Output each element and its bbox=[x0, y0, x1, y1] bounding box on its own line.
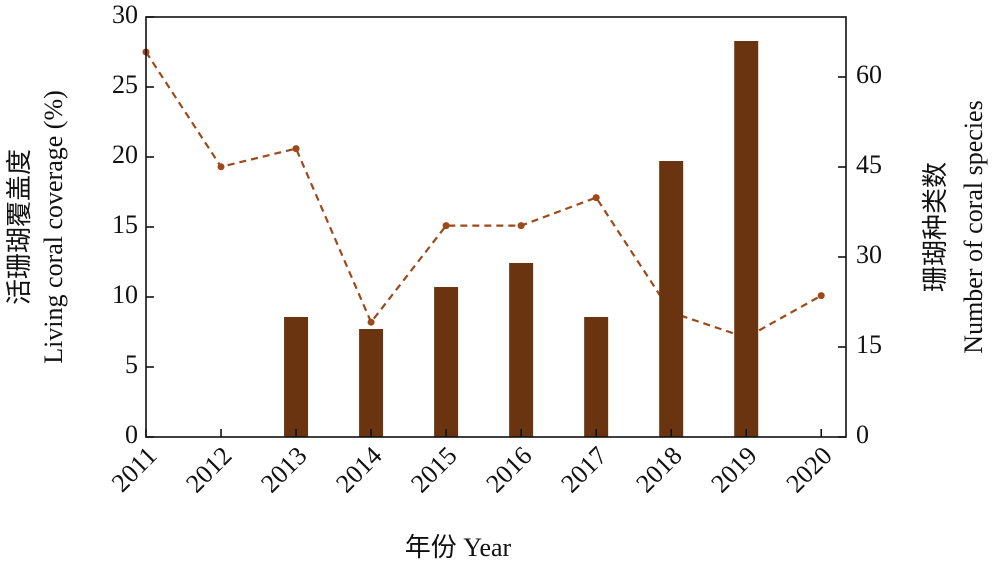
y-tick-label: 25 bbox=[112, 70, 138, 99]
bar bbox=[434, 287, 459, 437]
y-axis-title: 活珊瑚覆盖度 bbox=[5, 149, 34, 305]
bar bbox=[659, 161, 684, 437]
y2-tick-label: 0 bbox=[856, 420, 869, 449]
point bbox=[442, 222, 450, 230]
y-tick-label: 15 bbox=[112, 210, 138, 239]
y-tick-label: 10 bbox=[112, 280, 138, 309]
x-tick-label: 2013 bbox=[255, 441, 312, 498]
point bbox=[592, 194, 600, 202]
y-tick-label: 30 bbox=[112, 0, 138, 29]
x-tick-label: 2011 bbox=[106, 441, 163, 498]
point bbox=[217, 163, 225, 171]
y2-axis-title: Number of coral species bbox=[959, 100, 988, 353]
y-tick-label: 0 bbox=[125, 420, 138, 449]
y-tick-label: 20 bbox=[112, 140, 138, 169]
x-tick-label: 2020 bbox=[780, 441, 837, 498]
x-tick-label: 2015 bbox=[405, 441, 462, 498]
y-axis-title: Living coral coverage (%) bbox=[39, 90, 68, 364]
bar bbox=[284, 317, 309, 437]
y2-tick-label: 30 bbox=[856, 240, 882, 269]
x-tick-label: 2014 bbox=[330, 441, 387, 498]
x-tick-label: 2019 bbox=[705, 441, 762, 498]
x-tick-label: 2018 bbox=[630, 441, 687, 498]
x-tick-label: 2016 bbox=[480, 441, 537, 498]
y2-tick-label: 15 bbox=[856, 330, 882, 359]
point bbox=[817, 292, 825, 300]
line bbox=[145, 51, 822, 339]
point bbox=[292, 145, 300, 153]
y2-tick-label: 45 bbox=[856, 150, 882, 179]
bar bbox=[584, 317, 609, 437]
bar bbox=[359, 329, 384, 437]
x-tick-label: 2017 bbox=[555, 441, 612, 498]
point bbox=[367, 318, 375, 326]
y2-axis-title: 珊瑚种类数 bbox=[921, 162, 950, 292]
y2-tick-label: 60 bbox=[856, 60, 882, 89]
bar bbox=[734, 41, 759, 437]
y-tick-label: 5 bbox=[125, 350, 138, 379]
x-tick-label: 2012 bbox=[180, 441, 237, 498]
x-axis-title: 年份 Year bbox=[405, 533, 512, 562]
bar bbox=[509, 263, 534, 437]
point bbox=[517, 222, 525, 230]
